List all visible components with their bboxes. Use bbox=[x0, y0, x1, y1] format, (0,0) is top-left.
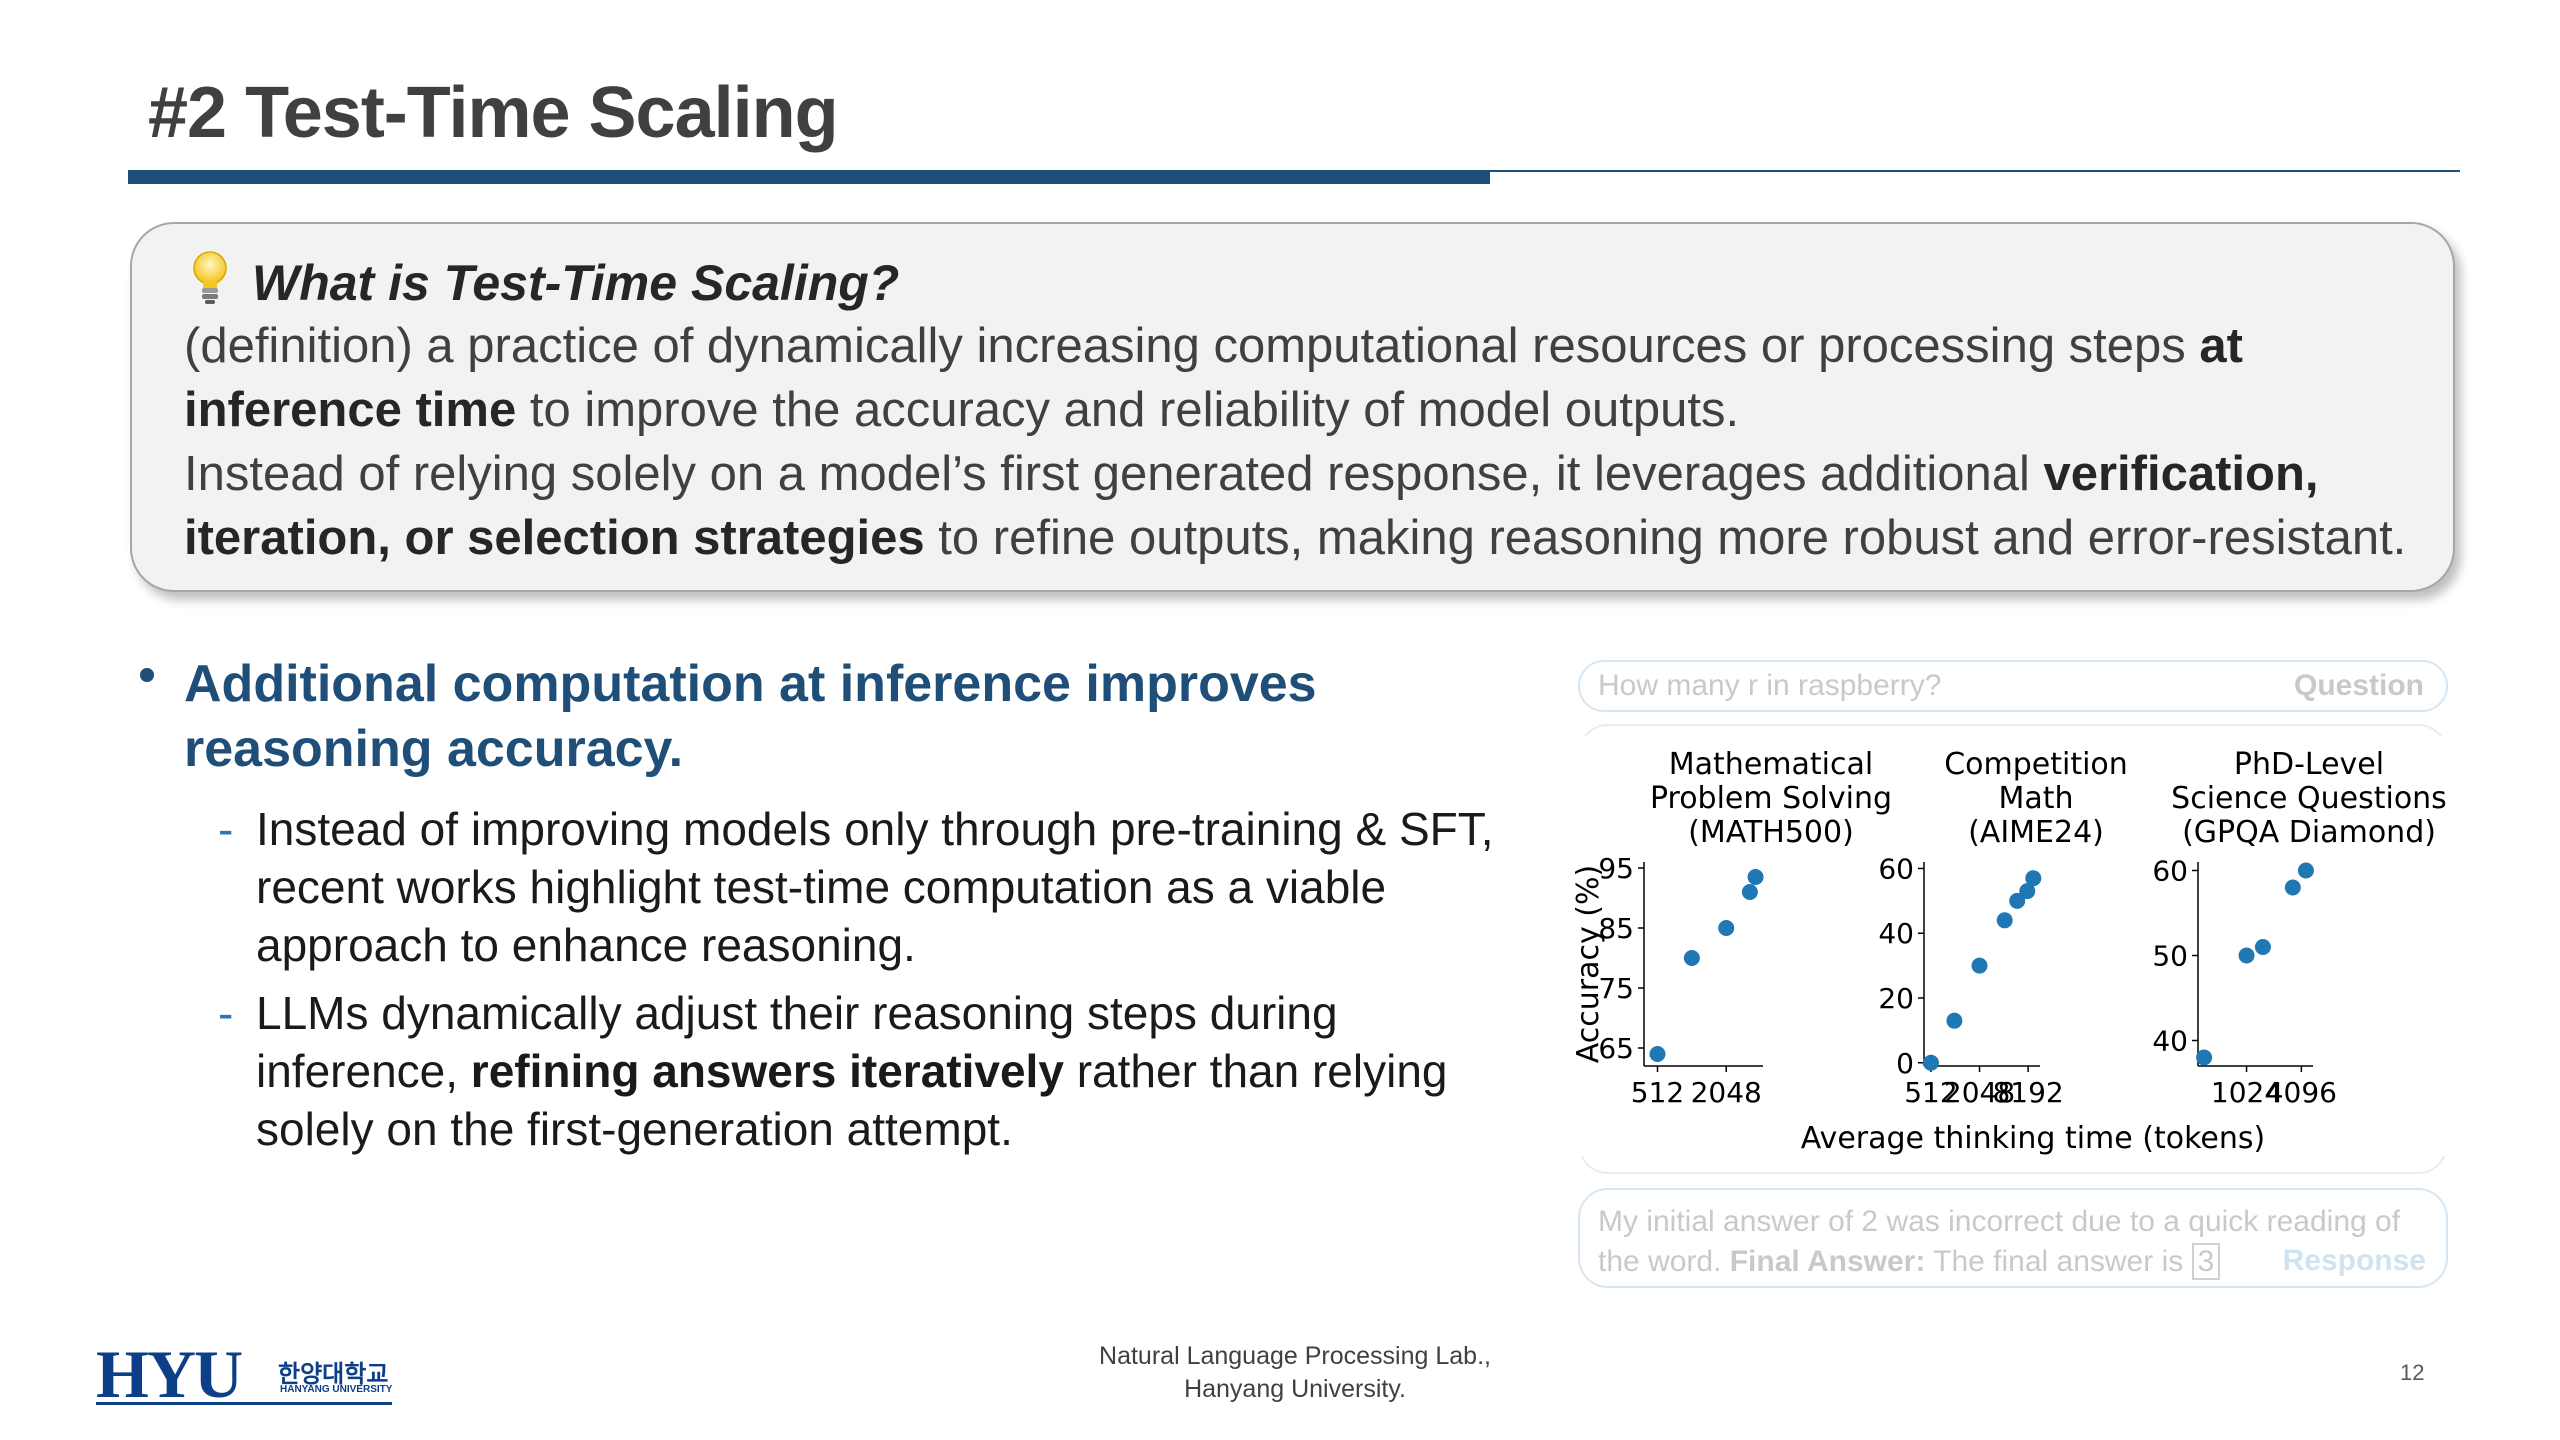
slide-title: #2 Test-Time Scaling bbox=[148, 73, 839, 153]
panel-title-line: Mathematical bbox=[1669, 747, 1873, 782]
example-response-pill: My initial answer of 2 was incorrect due… bbox=[1578, 1188, 2448, 1288]
y-tick-label: 75 bbox=[1598, 972, 1634, 1005]
panel-title-line: (GPQA Diamond) bbox=[2182, 815, 2436, 850]
sub-bullet-2-a: LLMs dynamically adjust their reasoning … bbox=[256, 987, 1338, 1097]
x-tick-label: 512 bbox=[1904, 1076, 1957, 1109]
x-tick-label: 2048 bbox=[1944, 1076, 2015, 1109]
hyu-logo: HYU 한양대학교 HANYANG UNIVERSITY bbox=[96, 1340, 396, 1410]
title-rule-thin bbox=[128, 170, 2460, 172]
data-point bbox=[1683, 950, 1700, 966]
scaling-chart: Mathematical Problem Solving (MATH500) 65 75… bbox=[1568, 736, 2458, 1156]
y-tick-label: 85 bbox=[1598, 912, 1634, 945]
example-response-a: My initial answer of 2 was incorrect due… bbox=[1598, 1205, 2401, 1278]
example-response-c: The final answer is bbox=[1925, 1245, 2192, 1278]
y-tick-label: 65 bbox=[1598, 1032, 1634, 1065]
y-axis-label: Accuracy (%) bbox=[1571, 865, 1606, 1063]
data-point bbox=[1946, 1012, 1963, 1029]
definition-p1-a: (definition) a practice of dynamically i… bbox=[184, 319, 2200, 373]
footer-lab-line1: Natural Language Processing Lab., bbox=[1099, 1342, 1491, 1370]
definition-text: (definition) a practice of dynamically i… bbox=[184, 314, 2424, 570]
example-response-b: Final Answer: bbox=[1729, 1245, 1926, 1278]
x-tick-label: 2048 bbox=[1691, 1076, 1762, 1109]
example-question-pill: How many r in raspberry? Question bbox=[1578, 660, 2448, 712]
data-point bbox=[2196, 1049, 2213, 1066]
sub-bullet-2: - LLMs dynamically adjust their reasonin… bbox=[218, 984, 1508, 1158]
panel-title-line: (AIME24) bbox=[1968, 815, 2104, 850]
title-rule-thick bbox=[128, 172, 1490, 184]
x-tick-label: 1024 bbox=[2211, 1076, 2282, 1109]
panel-title-line: Science Questions bbox=[2171, 781, 2447, 816]
definition-p2-c: to refine outputs, making reasoning more… bbox=[924, 511, 2407, 565]
y-tick-label: 60 bbox=[2152, 855, 2188, 888]
data-point bbox=[1747, 869, 1764, 885]
logo-main-text: HYU bbox=[96, 1336, 243, 1412]
example-response-label: Response bbox=[2282, 1244, 2426, 1277]
data-point bbox=[1741, 884, 1758, 900]
panel-title-line: Competition bbox=[1944, 747, 2128, 782]
sub-bullet-1-text: Instead of improving models only through… bbox=[256, 803, 1494, 971]
example-question-label: Question bbox=[2293, 669, 2424, 702]
x-tick-label: 8192 bbox=[1992, 1076, 2063, 1109]
x-tick-label: 4096 bbox=[2266, 1076, 2337, 1109]
logo-english-text: HANYANG UNIVERSITY bbox=[280, 1384, 393, 1395]
panel-title-line: Math bbox=[1998, 781, 2073, 816]
x-axis-label: Average thinking time (tokens) bbox=[1801, 1121, 2265, 1156]
y-tick-label: 50 bbox=[2152, 940, 2188, 973]
logo-korean-text: 한양대학교 bbox=[278, 1361, 389, 1388]
definition-p1-b: at inference time bbox=[184, 319, 2243, 437]
data-point bbox=[1996, 912, 2013, 929]
bullet-dot bbox=[140, 668, 154, 682]
sub-bullet-dash: - bbox=[218, 803, 234, 855]
lightbulb-icon bbox=[193, 251, 227, 304]
data-point bbox=[2254, 939, 2271, 955]
panel-title-line: PhD-Level bbox=[2234, 747, 2384, 782]
y-tick-label: 95 bbox=[1598, 852, 1634, 885]
definition-box: What is Test-Time Scaling? (definition) … bbox=[130, 222, 2455, 592]
y-tick-label: 40 bbox=[1878, 917, 1914, 950]
sub-bullet-dash: - bbox=[218, 987, 234, 1039]
data-point bbox=[2284, 879, 2301, 896]
example-response-d: 3 bbox=[2191, 1243, 2221, 1280]
data-point bbox=[2009, 892, 2026, 909]
data-point bbox=[1718, 920, 1735, 936]
main-bullet: Additional computation at inference impr… bbox=[140, 652, 1520, 782]
definition-p2-a: Instead of relying solely on a model’s f… bbox=[184, 447, 2044, 501]
sub-bullet-2-c: rather than relying solely on the first-… bbox=[256, 1045, 1448, 1155]
y-tick-label: 40 bbox=[2152, 1025, 2188, 1058]
y-tick-label: 20 bbox=[1878, 982, 1914, 1015]
example-question-text: How many r in raspberry? bbox=[1598, 669, 1942, 702]
data-point bbox=[2297, 862, 2314, 879]
data-point bbox=[2019, 883, 2036, 900]
data-point bbox=[1971, 957, 1988, 974]
definition-heading: What is Test-Time Scaling? bbox=[252, 255, 900, 311]
example-response-text: My initial answer of 2 was incorrect due… bbox=[1598, 1202, 2428, 1282]
footer-lab-line2: Hanyang University. bbox=[1184, 1375, 1406, 1403]
data-point bbox=[1922, 1054, 1939, 1071]
data-point bbox=[2238, 947, 2255, 964]
y-tick-label: 60 bbox=[1878, 852, 1914, 885]
footer-lab: Natural Language Processing Lab., Hanyan… bbox=[1060, 1340, 1530, 1406]
x-tick-label: 512 bbox=[1631, 1076, 1684, 1109]
main-bullet-text: Additional computation at inference impr… bbox=[184, 655, 1317, 778]
panel-title-line: (MATH500) bbox=[1688, 815, 1854, 850]
sub-bullet-list: - Instead of improving models only throu… bbox=[218, 800, 1508, 1168]
definition-p1-c: to improve the accuracy and reliability … bbox=[516, 383, 1740, 437]
y-tick-label: 0 bbox=[1896, 1047, 1914, 1080]
panel-title-line: Problem Solving bbox=[1650, 781, 1892, 816]
definition-p2-b: verification, iteration, or selection st… bbox=[184, 447, 2319, 565]
data-point bbox=[2025, 870, 2042, 887]
sub-bullet-2-b: refining answers iteratively bbox=[470, 1045, 1064, 1097]
logo-underline bbox=[96, 1402, 392, 1405]
sub-bullet-1: - Instead of improving models only throu… bbox=[218, 800, 1508, 974]
data-point bbox=[1649, 1046, 1666, 1062]
page-number: 12 bbox=[2400, 1360, 2425, 1385]
